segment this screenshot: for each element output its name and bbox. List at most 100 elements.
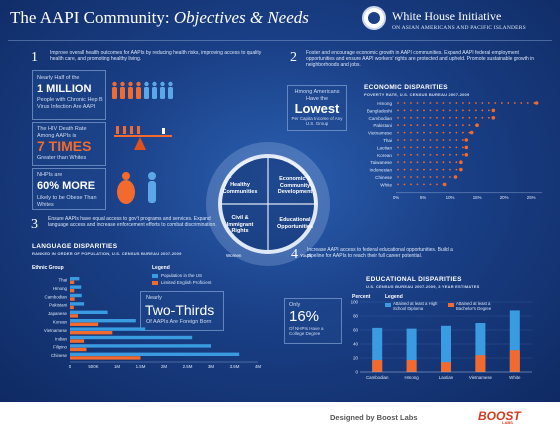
lang-bar-lep	[70, 331, 113, 335]
econ-point	[464, 145, 469, 150]
econ-dot	[436, 183, 438, 186]
arc-women-label: Women	[226, 253, 242, 258]
lang-bar-lep	[70, 339, 85, 343]
econ-dot	[436, 139, 438, 141]
infographic-poster: The AAPI Community: Objectives & Needs W…	[0, 0, 560, 402]
econ-dot	[429, 139, 432, 141]
economic-chart-subtitle: POVERTY RATE, U.S. CENSUS BUREAU 2007-20…	[364, 92, 470, 97]
lang-x-tick: 500K	[88, 364, 98, 369]
edu-y-tick: 0	[356, 370, 359, 375]
college-callout: Only 16% Of NHPIs Have a College Degree	[284, 298, 342, 344]
econ-dot	[436, 109, 438, 112]
person-icon	[160, 81, 165, 87]
edu-bar-highschool	[406, 328, 417, 372]
person-icon	[168, 81, 173, 87]
edu-y-tick: 100	[351, 300, 359, 305]
legend-hs-label: Attained at least a High School Diploma	[393, 301, 438, 311]
footer-credit: Designed by Boost Labs	[330, 413, 418, 422]
econ-category-label: Chinese	[375, 175, 392, 180]
econ-dot	[429, 116, 432, 119]
stat-hiv-box: The HIV Death Rate Among AAPIs is 7 TIME…	[32, 122, 106, 166]
edu-bar-bachelor	[509, 350, 520, 372]
econ-dot	[397, 146, 399, 149]
hmong-callout-big: Lowest	[294, 101, 340, 116]
person-icon	[136, 81, 141, 87]
econ-point	[475, 123, 479, 127]
legend-hs-swatch	[385, 303, 391, 307]
econ-dot	[461, 124, 464, 127]
edu-y-tick: 60	[353, 328, 358, 333]
econ-dot	[455, 124, 458, 127]
econ-dot	[436, 168, 438, 171]
econ-dot	[461, 131, 464, 134]
stat-hepb-big: 1 MILLION	[37, 83, 92, 95]
econ-dot	[455, 102, 458, 104]
lang-bar-lep	[70, 356, 141, 360]
section-2-text: Foster and encourage economic growth in …	[306, 50, 535, 68]
language-chart-title: LANGUAGE DISPARITIES	[32, 243, 118, 250]
econ-dot	[442, 116, 445, 119]
title-main: The AAPI Community:	[10, 8, 170, 27]
foreign-born-top: Nearly	[146, 295, 162, 301]
economic-chart-title: ECONOMIC DISPARITIES	[364, 84, 448, 91]
econ-category-label: Korean	[377, 153, 392, 158]
circle-healthy-communities: Healthy Communities	[222, 182, 258, 195]
initiative-title: White House Initiative	[392, 9, 502, 23]
econ-dot	[416, 183, 419, 186]
language-chart: Thai Hmong Cambodian Pakistani Japanese Korea…	[44, 277, 261, 369]
person-icon	[112, 81, 117, 87]
lang-category-label: Filipino	[53, 345, 67, 350]
econ-dot	[416, 146, 419, 149]
lang-x-tick: 3M	[208, 364, 214, 369]
page-title: The AAPI Community: Objectives & Needs	[10, 8, 309, 28]
lang-category-label: Korean	[53, 320, 68, 325]
objectives-circle: LGBTQ Communities Native Hawaiians & Pac…	[198, 140, 330, 266]
lang-category-label: Indian	[55, 336, 68, 341]
lang-bar-lep	[70, 289, 75, 293]
econ-dot	[410, 168, 412, 171]
econ-point	[534, 101, 539, 105]
econ-dot	[442, 124, 445, 127]
circle-economic-development: Economic & Community Development	[277, 176, 313, 195]
econ-dot	[449, 139, 451, 141]
econ-point	[442, 182, 447, 187]
econ-point	[459, 160, 463, 164]
lang-x-tick: 0	[69, 364, 72, 369]
econ-dot	[468, 116, 471, 119]
econ-x-tick: 5%	[420, 195, 426, 200]
econ-dot	[455, 161, 458, 164]
person-icon	[144, 87, 149, 99]
econ-dot	[429, 109, 432, 112]
legend-population-swatch	[152, 274, 158, 278]
edu-category-label: Hmong	[405, 375, 420, 380]
people-icons	[112, 81, 173, 99]
econ-dot	[423, 139, 425, 141]
stat-hiv-bottom: Greater than Whites	[37, 155, 87, 161]
econ-dot	[397, 168, 399, 171]
econ-dot	[423, 183, 425, 186]
lang-category-label: Cambodian	[45, 294, 68, 299]
hmong-callout-bottom: Per Capita Income of Any U.S. Group	[291, 116, 343, 126]
econ-dot	[416, 161, 419, 164]
lang-bar-population	[70, 319, 136, 323]
econ-dot	[423, 161, 425, 164]
econ-dot	[500, 102, 503, 104]
econ-dot	[397, 139, 399, 141]
econ-category-label: Hmong	[377, 101, 392, 106]
econ-dot	[403, 124, 406, 127]
person-icon	[120, 81, 125, 87]
econ-dot	[474, 102, 477, 104]
econ-dot	[442, 153, 445, 156]
econ-dot	[442, 146, 445, 149]
econ-point	[491, 108, 496, 113]
section-1-number: 1	[31, 50, 38, 65]
econ-dot	[403, 116, 406, 119]
lang-bar-population	[70, 352, 240, 356]
econ-dot	[397, 131, 399, 134]
econ-dot	[403, 102, 406, 104]
education-chart: 0 20 40 60 80 100 Cambodian Hmong Laotian Vietnam…	[351, 300, 532, 380]
econ-dot	[403, 176, 406, 178]
econ-dot	[507, 102, 510, 104]
econ-dot	[436, 146, 438, 149]
econ-dot	[423, 116, 425, 119]
